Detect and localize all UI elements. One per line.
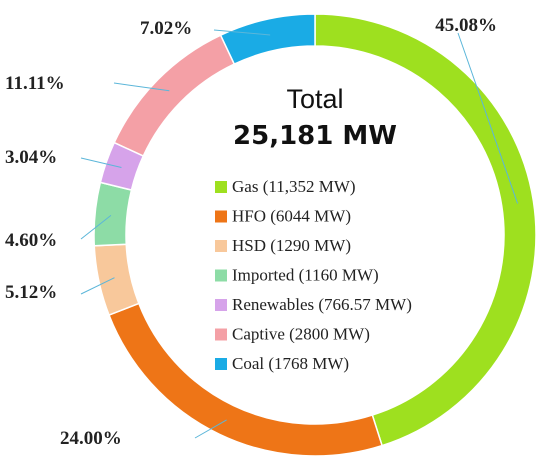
- legend-swatch-renewables: [215, 299, 227, 311]
- value-labels-group: 45.08% 24.00% 5.12% 4.60% 3.04% 11.11% 7.02%: [5, 15, 497, 449]
- leader-line-hfo: [194, 419, 227, 439]
- legend-label-renewables: Renewables (766.57 MW): [232, 295, 412, 314]
- legend-swatch-coal: [215, 358, 227, 370]
- legend-label-hfo: HFO (6044 MW): [232, 207, 351, 226]
- value-label-captive: 11.11%: [5, 73, 65, 94]
- center-total: 25,181 MW: [233, 121, 397, 151]
- leader-line-renewables: [80, 157, 122, 168]
- leader-line-coal: [213, 29, 271, 36]
- legend-label-captive: Captive (2800 MW): [232, 325, 370, 344]
- value-label-imported: 4.60%: [5, 230, 57, 251]
- legend-swatch-captive: [215, 328, 227, 341]
- legend-swatch-hsd: [215, 240, 227, 252]
- legend-swatch-gas: [215, 181, 227, 193]
- slice-hsd: [93, 243, 140, 317]
- value-label-renewables: 3.04%: [5, 147, 57, 168]
- leader-line-gas: [457, 32, 519, 204]
- leader-line-imported: [80, 215, 112, 240]
- legend-label-imported: Imported (1160 MW): [232, 266, 379, 285]
- value-label-gas: 45.08%: [435, 15, 497, 36]
- legend-label-gas: Gas (11,352 MW): [232, 177, 356, 196]
- legend-swatch-hfo: [215, 210, 227, 223]
- legend: Gas (11,352 MW) HFO (6044 MW) HSD (1290 MW…: [215, 177, 412, 373]
- slice-gas: [314, 13, 537, 447]
- center-title: Total: [286, 84, 343, 114]
- slice-coal: [219, 13, 316, 66]
- value-label-hfo: 24.00%: [60, 428, 122, 449]
- slice-captive: [113, 34, 236, 157]
- value-label-hsd: 5.12%: [5, 282, 57, 303]
- legend-label-hsd: HSD (1290 MW): [232, 236, 351, 255]
- leader-line-hsd: [80, 277, 115, 295]
- leader-lines-group: [80, 29, 519, 439]
- legend-label-coal: Coal (1768 MW): [232, 354, 349, 373]
- slice-imported: [93, 181, 133, 247]
- value-label-coal: 7.02%: [140, 18, 192, 39]
- legend-swatch-imported: [215, 269, 227, 282]
- slices-group: [93, 13, 537, 457]
- leader-line-captive: [113, 82, 170, 92]
